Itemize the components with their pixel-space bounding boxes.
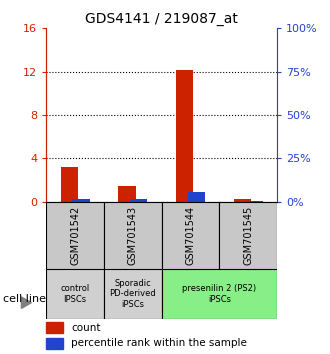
Bar xyxy=(162,202,219,269)
Text: percentile rank within the sample: percentile rank within the sample xyxy=(71,338,247,348)
Bar xyxy=(46,322,63,333)
Text: GSM701543: GSM701543 xyxy=(128,206,138,265)
Text: GSM701542: GSM701542 xyxy=(70,206,80,265)
Bar xyxy=(130,199,147,202)
Bar xyxy=(46,269,104,319)
Title: GDS4141 / 219087_at: GDS4141 / 219087_at xyxy=(85,12,238,26)
Bar xyxy=(104,202,162,269)
Bar xyxy=(176,69,193,202)
Text: GSM701544: GSM701544 xyxy=(185,206,196,265)
Bar xyxy=(246,201,263,202)
Bar xyxy=(118,185,136,202)
Text: Sporadic
PD-derived
iPSCs: Sporadic PD-derived iPSCs xyxy=(110,279,156,309)
Bar xyxy=(188,193,205,202)
Text: count: count xyxy=(71,322,101,332)
Bar xyxy=(219,202,277,269)
Bar xyxy=(234,199,251,202)
Polygon shape xyxy=(21,297,31,308)
Bar xyxy=(46,338,63,349)
Bar xyxy=(46,202,104,269)
Text: cell line: cell line xyxy=(3,294,46,304)
Bar xyxy=(104,269,162,319)
Bar xyxy=(61,167,78,202)
Bar xyxy=(162,269,277,319)
Text: GSM701545: GSM701545 xyxy=(243,206,253,265)
Text: control
IPSCs: control IPSCs xyxy=(60,284,90,303)
Text: presenilin 2 (PS2)
iPSCs: presenilin 2 (PS2) iPSCs xyxy=(182,284,256,303)
Bar xyxy=(72,199,89,202)
